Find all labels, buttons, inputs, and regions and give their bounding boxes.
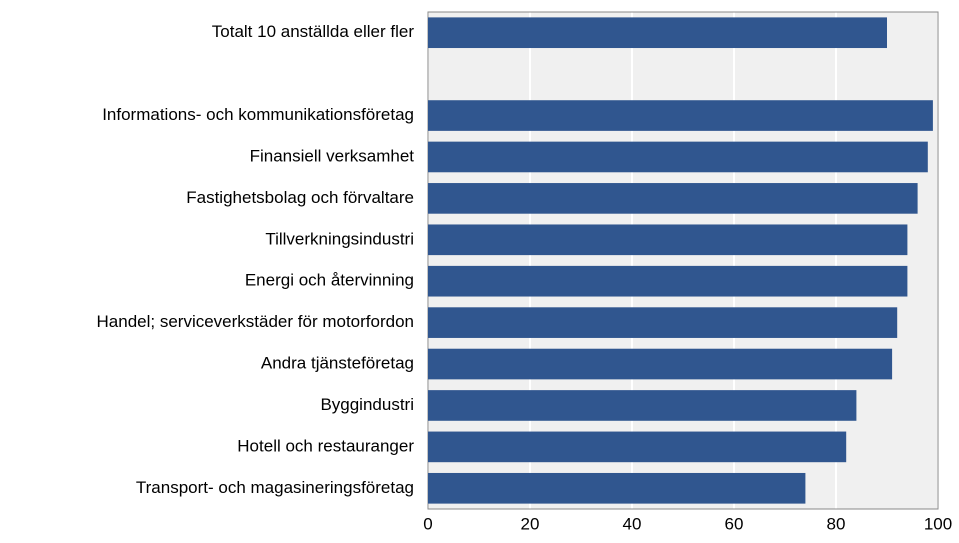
bar	[428, 141, 928, 173]
y-tick-label: Energi och återvinning	[245, 271, 414, 290]
bar	[428, 307, 898, 338]
x-tick-label: 0	[423, 514, 432, 533]
plot-border	[427, 11, 939, 510]
x-tick-label: 20	[521, 514, 540, 533]
y-tick-label: Andra tjänsteföretag	[261, 354, 414, 373]
bar	[428, 390, 857, 421]
y-tick-label: Finansiell verksamhet	[250, 146, 415, 165]
y-tick-label: Totalt 10 anställda eller fler	[212, 22, 415, 41]
y-tick-label: Transport- och magasineringsföretag	[136, 478, 414, 497]
bar	[428, 348, 893, 380]
bar	[428, 183, 918, 214]
y-tick-label: Handel; serviceverkstäder för motorfordo…	[97, 312, 414, 331]
x-tick-label: 60	[725, 514, 744, 533]
y-tick-label: Byggindustri	[320, 395, 414, 414]
y-tick-label: Tillverkningsindustri	[265, 229, 414, 248]
x-tick-label: 80	[827, 514, 846, 533]
y-tick-label: Hotell och restauranger	[237, 436, 414, 455]
bar	[428, 17, 887, 49]
y-tick-label: Informations- och kommunikationsföretag	[102, 105, 414, 124]
bar	[428, 431, 847, 463]
bar	[428, 224, 908, 256]
x-tick-label: 100	[924, 514, 952, 533]
bar	[428, 472, 806, 504]
bar	[428, 265, 908, 297]
x-tick-label: 40	[623, 514, 642, 533]
plot-area	[428, 12, 938, 509]
y-tick-label: Fastighetsbolag och förvaltare	[186, 188, 414, 207]
bar	[428, 100, 933, 131]
